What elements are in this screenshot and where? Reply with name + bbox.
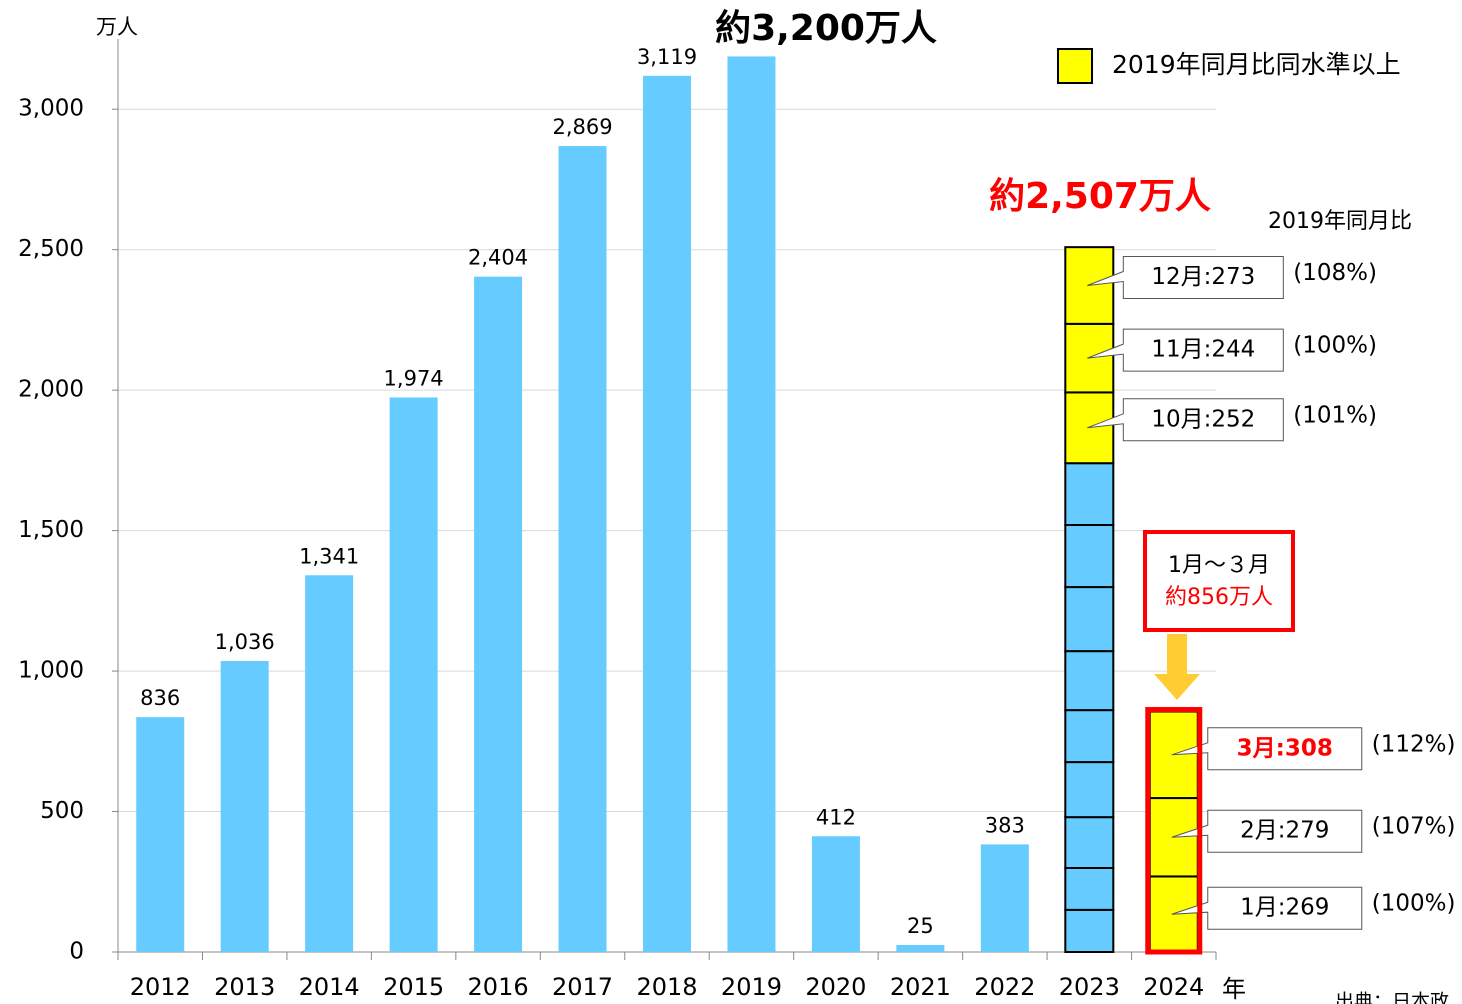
- x-tick-label: 2023: [1059, 973, 1120, 1001]
- ratio-label: (100%): [1293, 333, 1377, 359]
- x-tick-label: 2017: [552, 973, 613, 1001]
- y-tick-label: 2,500: [18, 236, 84, 262]
- bar: [727, 56, 776, 952]
- value-label: 1,036: [215, 630, 275, 654]
- bar: [389, 397, 438, 952]
- x-tick-label: 2012: [130, 973, 191, 1001]
- highlight-frame: [1145, 707, 1203, 955]
- bar: [305, 575, 354, 952]
- stack-segment: [1064, 709, 1115, 764]
- bar: [811, 836, 860, 952]
- x-tick-label: 2018: [636, 973, 697, 1001]
- value-label: 3,119: [637, 45, 697, 69]
- value-label: 383: [985, 813, 1025, 837]
- y-tick-label: 500: [40, 798, 84, 824]
- y-tick-label: 1,500: [18, 517, 84, 543]
- bar: [980, 844, 1029, 952]
- callout-label: 1月:269: [1240, 895, 1329, 921]
- stack-segment: [1064, 523, 1115, 589]
- callout-label: 12月:273: [1151, 264, 1255, 290]
- value-label: 836: [140, 686, 180, 710]
- q1-total: 約856万人: [1165, 585, 1273, 610]
- y-tick-label: 0: [69, 939, 84, 965]
- x-unit: 年: [1222, 975, 1246, 1003]
- total-annotation: 約2,507万人: [989, 176, 1211, 217]
- x-tick-label: 2015: [383, 973, 444, 1001]
- y-tick-label: 2,000: [18, 377, 84, 403]
- q1-period: 1月～３月: [1168, 553, 1270, 578]
- callout: [1087, 328, 1284, 372]
- y-unit: 万人: [96, 15, 138, 39]
- callout: [1087, 398, 1284, 442]
- stack-segment: [1064, 246, 1115, 325]
- source-note: 出典：日本政: [1335, 991, 1449, 1004]
- ratio-label: (101%): [1293, 402, 1377, 428]
- value-label: 25: [907, 914, 934, 938]
- callout-label: 10月:252: [1151, 406, 1255, 432]
- callout-label: 3月:308: [1237, 735, 1333, 761]
- callout-label: 11月:244: [1151, 337, 1255, 363]
- bar: [558, 146, 607, 953]
- y-tick-label: 3,000: [18, 96, 84, 122]
- callout: [1087, 256, 1284, 300]
- value-label: 1,974: [384, 366, 444, 390]
- callout-label: 2月:279: [1240, 818, 1329, 844]
- x-tick-label: 2013: [214, 973, 275, 1001]
- bar: [896, 944, 945, 952]
- ratio-label: (107%): [1372, 814, 1456, 840]
- bar: [643, 75, 691, 953]
- x-tick-label: 2020: [805, 973, 866, 1001]
- value-label: 1,341: [299, 544, 359, 568]
- x-tick-label: 2019: [721, 973, 782, 1001]
- x-tick-label: 2022: [974, 973, 1035, 1001]
- ratio-label: (112%): [1372, 731, 1456, 757]
- bar: [136, 717, 185, 952]
- bar: [220, 660, 269, 952]
- x-tick-label: 2024: [1143, 973, 1204, 1001]
- stack-segment: [1064, 908, 1115, 953]
- stack-segment: [1064, 586, 1115, 653]
- ratio-label: (100%): [1372, 891, 1456, 917]
- value-label: 2,869: [552, 115, 612, 139]
- value-label: 412: [816, 805, 856, 829]
- bar: [474, 276, 523, 953]
- q1-box: [1143, 530, 1295, 632]
- ratio-header: 2019年同月比: [1268, 209, 1412, 234]
- ratio-label: (108%): [1293, 260, 1377, 286]
- peak-annotation: 約3,200万人: [715, 8, 937, 49]
- stack-segment: [1064, 867, 1115, 911]
- down-arrow: [1154, 634, 1200, 700]
- stack-segment: [1064, 462, 1115, 526]
- stack-segment: [1064, 650, 1115, 712]
- legend-swatch: [1057, 48, 1093, 84]
- x-tick-label: 2014: [299, 973, 360, 1001]
- x-tick-label: 2016: [468, 973, 529, 1001]
- stack-segment: [1064, 816, 1115, 870]
- y-tick-label: 1,000: [18, 658, 84, 684]
- value-label: 2,404: [468, 246, 528, 270]
- stack-segment: [1064, 761, 1115, 819]
- legend-label: 2019年同月比同水準以上: [1112, 50, 1401, 79]
- x-tick-label: 2021: [890, 973, 951, 1001]
